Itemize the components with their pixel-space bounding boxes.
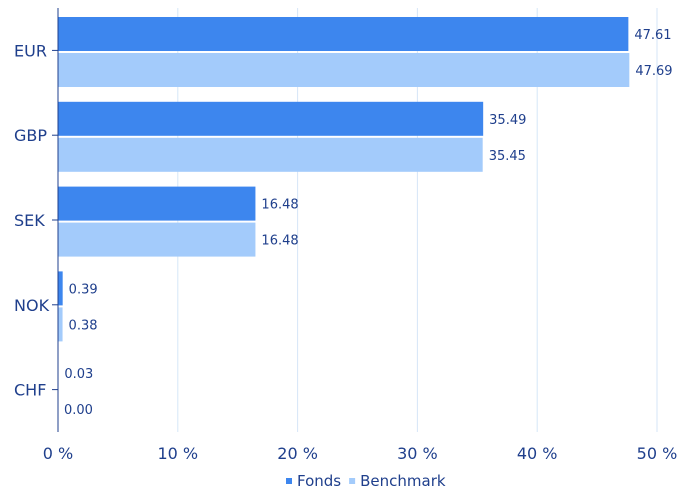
x-tick-label: 0 %	[43, 444, 73, 463]
bar-fonds-nok	[58, 271, 63, 305]
data-label: 0.03	[64, 367, 93, 382]
data-label: 16.48	[261, 234, 298, 249]
category-label: CHF	[14, 381, 46, 400]
data-label: 16.48	[261, 198, 298, 213]
bar-benchmark-nok	[58, 307, 63, 341]
bar-benchmark-eur	[58, 53, 629, 87]
legend-swatch-benchmark	[349, 478, 355, 484]
axes	[52, 8, 58, 432]
category-label: NOK	[14, 296, 50, 315]
bar-fonds-sek	[58, 187, 255, 221]
bar-benchmark-sek	[58, 223, 255, 257]
legend-label-fonds: Fonds	[297, 472, 341, 490]
legend-label-benchmark: Benchmark	[360, 472, 446, 490]
data-label: 0.39	[69, 282, 98, 297]
data-label: 35.49	[489, 113, 526, 128]
legend-swatch-fonds	[286, 478, 292, 484]
x-tick-label: 20 %	[277, 444, 318, 463]
x-tick-label: 50 %	[637, 444, 678, 463]
x-tick-label: 10 %	[157, 444, 198, 463]
data-label: 47.69	[635, 64, 672, 79]
data-label: 35.45	[489, 149, 526, 164]
data-label: 0.38	[69, 318, 98, 333]
category-label: SEK	[14, 211, 45, 230]
data-label: 47.61	[634, 28, 671, 43]
category-label: GBP	[14, 126, 47, 145]
bars	[58, 17, 629, 390]
bar-benchmark-gbp	[58, 138, 483, 172]
x-tick-label: 30 %	[397, 444, 438, 463]
category-label: EUR	[14, 41, 47, 60]
bar-fonds-eur	[58, 17, 628, 51]
x-tick-label: 40 %	[517, 444, 558, 463]
legend: Fonds Benchmark	[286, 472, 446, 490]
bar-fonds-gbp	[58, 102, 483, 136]
data-label: 0.00	[64, 403, 93, 418]
